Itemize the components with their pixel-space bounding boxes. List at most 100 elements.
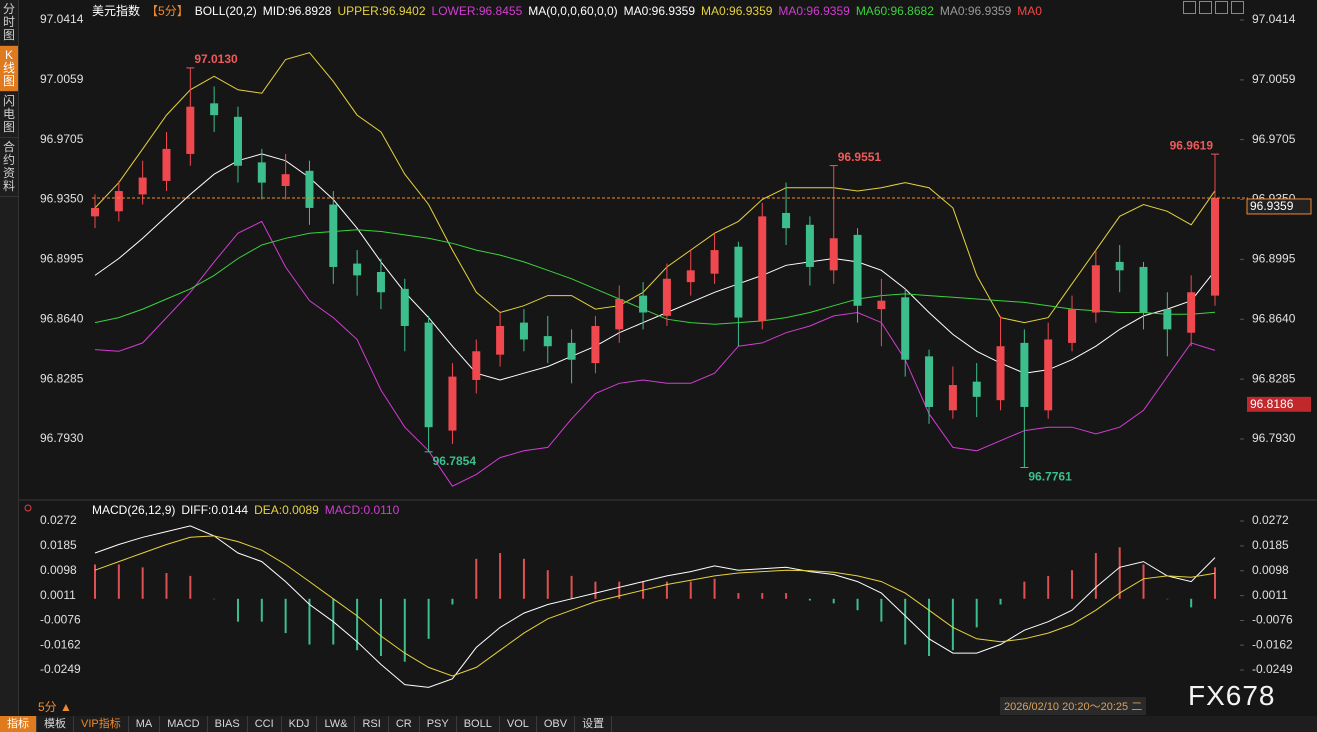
toolbar-item[interactable]: VOL (500, 716, 537, 732)
toolbar-item[interactable]: KDJ (282, 716, 318, 732)
toolbar: 指标 模板 VIP指标 MA MACD BIAS CCI KDJ LW& RSI CR PSY BOLL… (0, 716, 1317, 732)
header-item: 美元指数 (92, 4, 141, 18)
toolbar-item[interactable]: OBV (537, 716, 576, 732)
icon[interactable] (1215, 1, 1228, 14)
value-tag-label: 96.8186 (1250, 397, 1294, 411)
candle-body (758, 216, 767, 321)
macd-bar (475, 558, 478, 599)
candle-body (376, 272, 385, 293)
macd-bar (1023, 581, 1026, 599)
line (94, 153, 1216, 381)
y-tick-label: 97.0414 (40, 12, 84, 26)
header-item: DIFF:0.0144 (181, 503, 249, 517)
macd-bar (1142, 564, 1145, 599)
candle-body (162, 148, 171, 181)
y-tick-label: -0.0249 (1252, 662, 1293, 676)
macd-bar (1047, 575, 1050, 599)
candle-body (543, 336, 552, 347)
icon[interactable] (1199, 1, 1212, 14)
y-tick-label: 96.8640 (40, 311, 84, 325)
macd-bar (403, 598, 406, 662)
toolbar-item[interactable]: 指标 (0, 716, 37, 732)
y-tick-label: 96.8640 (1252, 311, 1296, 325)
macd-bar (356, 598, 359, 651)
y-tick-label: 0.0011 (40, 588, 76, 602)
macd-bar (1190, 598, 1193, 608)
header-item: DEA:0.0089 (254, 503, 319, 517)
toolbar-item[interactable]: CCI (248, 716, 282, 732)
macd-bar (427, 598, 430, 639)
macd-bar (308, 598, 311, 645)
macd-bar (856, 598, 859, 611)
candle-body (1068, 309, 1077, 343)
header-item: MACD:0.0110 (324, 503, 400, 517)
candle-body (1139, 266, 1148, 313)
toolbar-item[interactable]: MA (129, 716, 161, 732)
header-item: MA0:96.9359 (701, 3, 773, 18)
candle-body (948, 385, 957, 411)
candle-body (829, 238, 838, 271)
candle-body (1044, 339, 1053, 411)
toolbar-item[interactable]: LW& (317, 716, 356, 732)
sidebar-tab[interactable]: 分时图 (0, 0, 18, 46)
y-tick-label: 96.8285 (40, 371, 84, 385)
macd-bar (1071, 570, 1074, 599)
candle-body (853, 234, 862, 306)
toolbar-item[interactable]: VIP指标 (74, 716, 129, 732)
toolbar-item[interactable]: 设置 (575, 716, 613, 732)
y-tick-label: -0.0162 (1252, 637, 1293, 651)
y-tick-label: 96.7930 (1252, 431, 1296, 445)
header-item: UPPER:96.9402 (337, 3, 426, 18)
macd-bar (1118, 547, 1121, 599)
candle-body (1091, 265, 1100, 313)
toolbar-item[interactable]: CR (389, 716, 420, 732)
candle-body (281, 174, 290, 186)
y-tick-label: 0.0272 (1252, 513, 1289, 527)
macd-bar (928, 598, 931, 656)
toolbar-item[interactable]: 模板 (37, 716, 74, 732)
y-tick-label: 0.0185 (1252, 538, 1289, 552)
header-item: MA60:96.8682 (855, 3, 934, 18)
header-item: MA0 (1017, 3, 1042, 18)
sidebar-tab[interactable]: 合约资料 (0, 138, 18, 197)
candle-body (567, 342, 576, 360)
toolbar-item[interactable]: RSI (355, 716, 389, 732)
y-tick-label: -0.0249 (40, 662, 81, 676)
candle-body (996, 346, 1005, 401)
y-tick-label: 0.0011 (1252, 588, 1288, 602)
sidebar-tab[interactable]: 闪电图 (0, 92, 18, 138)
macd-bar (379, 598, 382, 656)
candle-body (1020, 342, 1029, 407)
toolbar-item[interactable]: BIAS (208, 716, 248, 732)
candle-body (91, 207, 99, 217)
annotation: 96.7854 (433, 454, 477, 468)
candle-body (686, 270, 695, 283)
candle-body (591, 325, 600, 364)
y-tick-label: -0.0076 (40, 613, 81, 627)
macd-bar (94, 564, 96, 599)
period[interactable]: 5分 ▲ (38, 698, 72, 715)
sidebar-tab[interactable]: K线图 (0, 46, 18, 92)
macd-bar (689, 581, 692, 599)
y-tick-label: 97.0059 (1252, 72, 1296, 86)
toolbar-item[interactable]: BOLL (457, 716, 500, 732)
macd-bar (1214, 567, 1216, 599)
header-item: 【5分】 (146, 4, 189, 18)
price-header: 美元指数 【5分】 BOLL(20,2) MID:96.8928 UPPER:96.94… (92, 2, 1042, 19)
toolbar-item[interactable]: PSY (420, 716, 457, 732)
candle-body (1187, 292, 1196, 333)
toolbar-item[interactable]: MACD (160, 716, 208, 732)
header-item: MA(0,0,0,60,0,0) (528, 3, 618, 18)
macd-bar (665, 581, 668, 599)
sidebar: 分时图 K线图 闪电图 合约资料 (0, 0, 19, 716)
y-tick-label: 96.7930 (40, 431, 84, 445)
icon[interactable] (1231, 1, 1244, 14)
candle-body (901, 297, 910, 360)
candle-body (472, 351, 481, 380)
macd-bar (761, 593, 764, 599)
candle-body (186, 106, 195, 154)
y-tick-label: 97.0059 (40, 72, 84, 86)
icon[interactable] (1183, 1, 1196, 14)
